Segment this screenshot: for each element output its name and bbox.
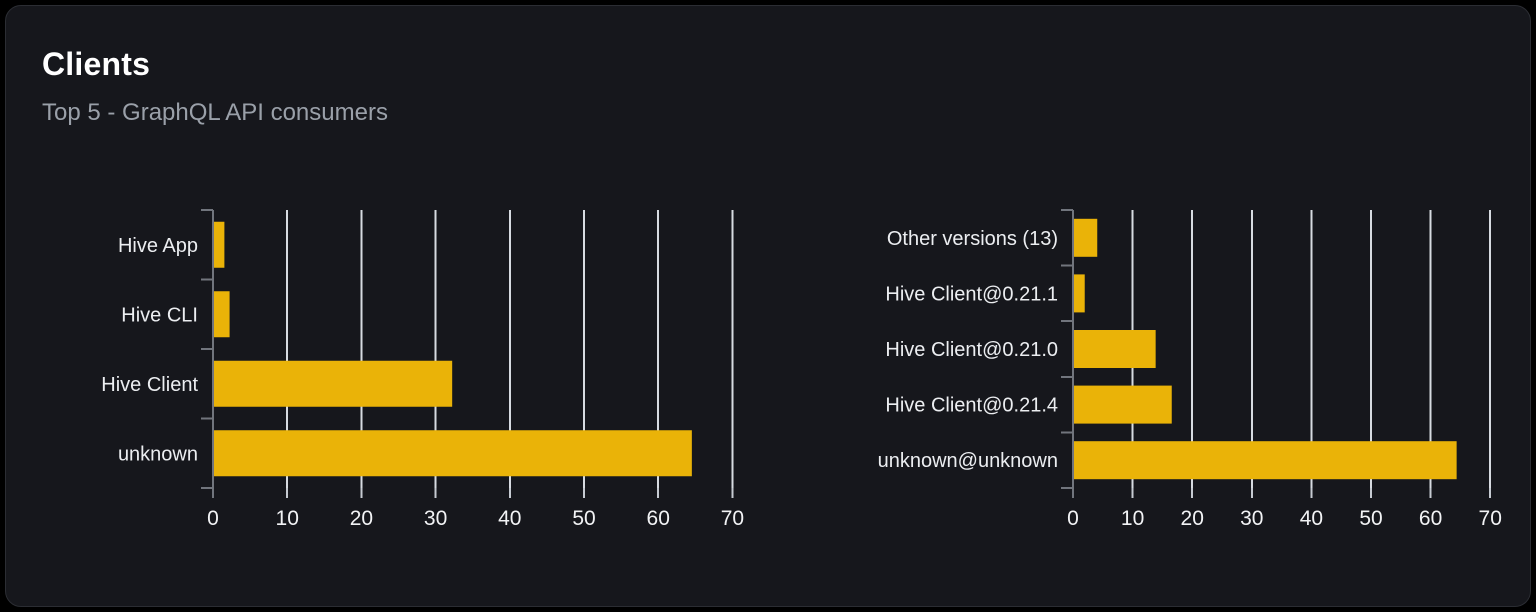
card-header: Clients Top 5 - GraphQL API consumers	[42, 46, 388, 127]
x-tick-label: 20	[350, 507, 373, 530]
x-tick-label: 10	[1121, 507, 1144, 530]
bar[interactable]	[214, 430, 692, 477]
category-label: Hive Client@0.21.0	[885, 339, 1058, 361]
card-title: Clients	[42, 46, 151, 82]
x-tick-label: 50	[572, 507, 595, 530]
clients-card	[5, 5, 1531, 607]
clients-by-name-chart: Hive App Hive CLI Hive Client unknown 0 10 20 3…	[101, 209, 744, 530]
bar[interactable]	[214, 291, 230, 338]
x-tick-label: 70	[1479, 507, 1502, 530]
x-tick-label: 50	[1359, 507, 1382, 530]
category-label: Other versions (13)	[887, 228, 1058, 250]
x-tick-label: 40	[498, 507, 521, 530]
bar[interactable]	[1074, 441, 1457, 480]
category-label: Hive Client@0.21.1	[885, 283, 1058, 305]
x-tick-label: 0	[1067, 507, 1079, 530]
category-label: unknown@unknown	[878, 450, 1058, 472]
x-tick-label: 60	[1419, 507, 1442, 530]
category-label: Hive Client	[101, 374, 198, 396]
x-tick-label: 40	[1300, 507, 1323, 530]
x-tick-label: 30	[1240, 507, 1263, 530]
x-tick-label: 30	[424, 507, 447, 530]
category-label: Hive App	[118, 235, 198, 257]
x-tick-label: 0	[207, 507, 219, 530]
category-label: unknown	[118, 443, 198, 465]
x-tick-label: 10	[276, 507, 299, 530]
bar[interactable]	[1074, 330, 1156, 368]
x-tick-label: 60	[647, 507, 670, 530]
clients-by-version-chart: Other versions (13) Hive Client@0.21.1 Hiv…	[878, 209, 1502, 530]
bar[interactable]	[1074, 218, 1098, 257]
bar[interactable]	[1074, 274, 1085, 313]
category-label: Hive Client@0.21.4	[885, 395, 1058, 417]
card-subtitle: Top 5 - GraphQL API consumers	[42, 99, 388, 126]
bar[interactable]	[214, 221, 225, 268]
x-tick-label: 20	[1181, 507, 1204, 530]
x-tick-label: 70	[721, 507, 744, 530]
category-label: Hive CLI	[121, 304, 198, 326]
bar[interactable]	[214, 360, 453, 407]
bar[interactable]	[1074, 385, 1172, 424]
